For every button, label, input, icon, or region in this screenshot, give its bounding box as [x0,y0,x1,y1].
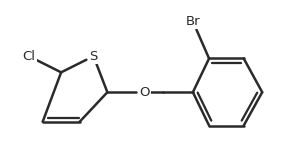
Text: Br: Br [186,15,200,28]
Text: O: O [139,86,150,99]
Text: Cl: Cl [22,50,35,63]
Text: S: S [89,50,98,63]
